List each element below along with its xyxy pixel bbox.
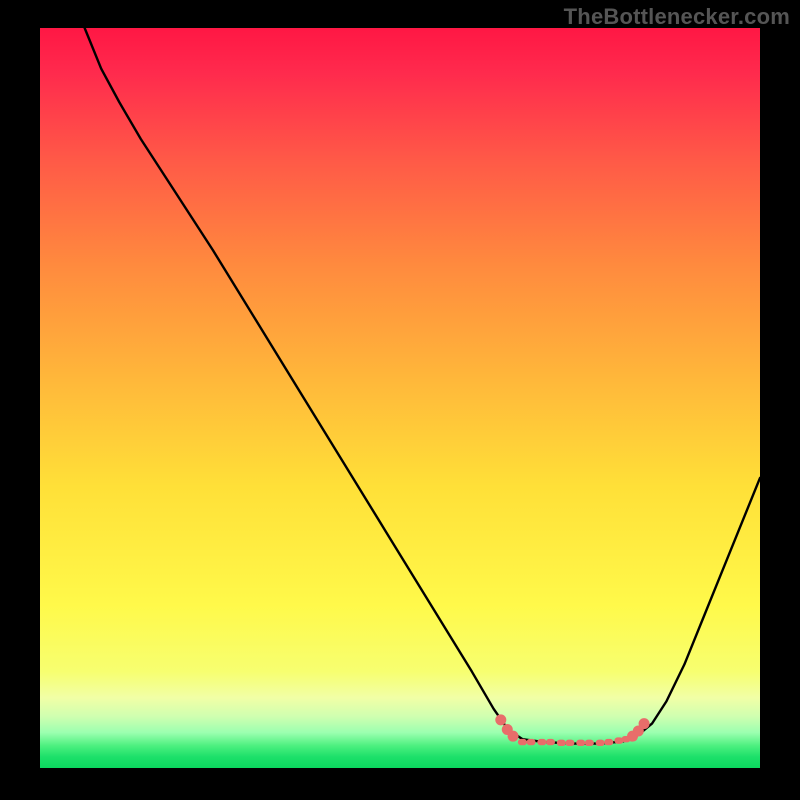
- highlight-dash: [576, 740, 585, 746]
- gradient-background: [40, 28, 760, 768]
- attribution-label: TheBottlenecker.com: [564, 4, 790, 30]
- highlight-dash: [537, 739, 546, 745]
- highlight-dash: [565, 740, 574, 746]
- highlight-dash: [585, 740, 594, 746]
- highlight-dash: [604, 739, 613, 745]
- highlight-dot: [639, 718, 650, 729]
- highlight-dash: [596, 740, 605, 746]
- highlight-dot: [495, 714, 506, 725]
- highlight-dash: [557, 740, 566, 746]
- chart-container: TheBottlenecker.com: [0, 0, 800, 800]
- bottleneck-chart: [0, 0, 800, 800]
- highlight-dash: [527, 739, 536, 745]
- highlight-dash: [518, 739, 527, 745]
- highlight-dot: [508, 731, 519, 742]
- highlight-dash: [622, 736, 631, 742]
- highlight-dash: [546, 739, 555, 745]
